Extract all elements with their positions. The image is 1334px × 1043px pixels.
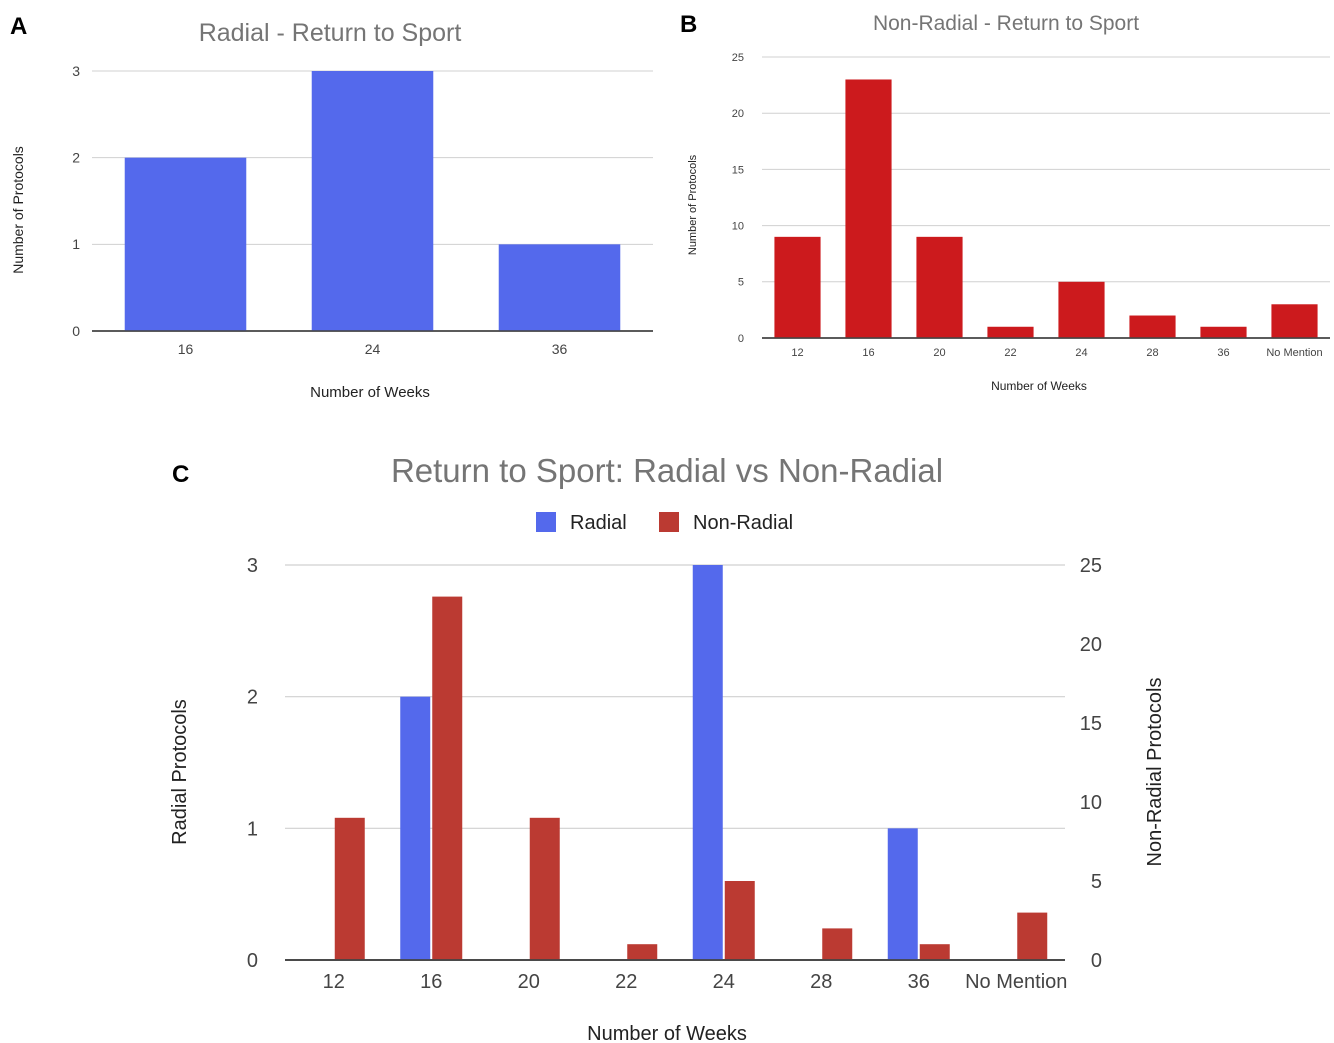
panel-c-y-tick-label-left: 2 bbox=[247, 687, 258, 709]
panel-c-bar-non-radial bbox=[1017, 912, 1048, 960]
panel-c-x-tick-label: 20 bbox=[518, 971, 540, 993]
panel-a-y-tick-label: 2 bbox=[72, 150, 80, 166]
panel-b-y-tick-label: 5 bbox=[738, 277, 744, 289]
panel-c-x-tick-label: 24 bbox=[713, 971, 735, 993]
panel-b: B Non-Radial - Return to Sport Number of… bbox=[680, 11, 1330, 393]
panel-b-bar bbox=[774, 236, 821, 338]
legend-swatch-non-radial bbox=[659, 512, 679, 532]
legend-label-non-radial: Non-Radial bbox=[693, 512, 793, 534]
panel-a-x-axis-label: Number of Weeks bbox=[310, 384, 430, 401]
panel-b-bar bbox=[987, 326, 1034, 338]
panel-a-bar bbox=[124, 157, 247, 331]
panel-a-x-tick-label: 16 bbox=[178, 341, 194, 357]
panel-a-letter: A bbox=[10, 13, 27, 40]
panel-a-x-tick-label: 24 bbox=[365, 341, 381, 357]
panel-a-bar bbox=[498, 244, 621, 331]
panel-c-y-tick-label-right: 0 bbox=[1091, 950, 1102, 972]
panel-c-y-axis-label-right: Non-Radial Protocols bbox=[1144, 678, 1166, 867]
panel-a-y-tick-label: 0 bbox=[72, 323, 80, 339]
panel-c-bar-radial bbox=[887, 828, 918, 960]
panel-b-bar bbox=[916, 236, 963, 338]
panel-b-x-tick-label: 20 bbox=[933, 347, 945, 359]
panel-a-bar bbox=[311, 71, 434, 331]
panel-c-bar-non-radial bbox=[529, 817, 560, 960]
panel-c-x-tick-label: 12 bbox=[323, 971, 345, 993]
legend-swatch-radial bbox=[536, 512, 556, 532]
panel-b-x-tick-label: 36 bbox=[1217, 347, 1229, 359]
panel-c-y-tick-label-right: 15 bbox=[1080, 713, 1102, 735]
panel-c-x-tick-label: 16 bbox=[420, 971, 442, 993]
panel-b-y-tick-label: 25 bbox=[732, 52, 744, 64]
panel-b-x-tick-label: 28 bbox=[1146, 347, 1158, 359]
panel-c-x-tick-label: 36 bbox=[908, 971, 930, 993]
panel-c-bar-radial bbox=[400, 696, 431, 960]
panel-c-y-tick-label-right: 25 bbox=[1080, 555, 1102, 577]
panel-a-y-tick-label: 1 bbox=[72, 236, 80, 252]
panel-c-title: Return to Sport: Radial vs Non-Radial bbox=[391, 452, 943, 489]
panel-b-y-axis-label: Number of Protocols bbox=[687, 154, 699, 255]
panel-b-title: Non-Radial - Return to Sport bbox=[873, 12, 1139, 35]
panel-c: C Return to Sport: Radial vs Non-Radial … bbox=[169, 452, 1166, 1043]
panel-c-y-axis-label-left: Radial Protocols bbox=[169, 699, 191, 845]
panel-b-x-tick-label: 12 bbox=[791, 347, 803, 359]
panel-c-y-tick-label-left: 3 bbox=[247, 555, 258, 577]
panel-a-title: Radial - Return to Sport bbox=[199, 19, 462, 47]
panel-b-bar bbox=[1058, 281, 1105, 338]
panel-c-y-tick-label-left: 1 bbox=[247, 818, 258, 840]
panel-b-y-tick-label: 10 bbox=[732, 220, 744, 232]
panel-c-legend: Radial Non-Radial bbox=[536, 512, 793, 534]
panel-b-bar bbox=[845, 79, 892, 338]
panel-c-bar-non-radial bbox=[822, 928, 853, 960]
panel-b-bar bbox=[1200, 326, 1247, 338]
panel-c-bar-non-radial bbox=[627, 944, 658, 960]
panel-a-x-tick-label: 36 bbox=[552, 341, 568, 357]
panel-c-bar-non-radial bbox=[334, 817, 365, 960]
panel-b-x-tick-label: No Mention bbox=[1266, 347, 1322, 359]
panel-a: A Radial - Return to Sport Number of Pro… bbox=[10, 13, 653, 401]
panel-c-y-tick-label-right: 20 bbox=[1080, 634, 1102, 656]
panel-b-y-tick-label: 20 bbox=[732, 108, 744, 120]
panel-c-y-tick-label-right: 10 bbox=[1080, 792, 1102, 814]
panel-c-bar-radial bbox=[692, 565, 723, 960]
panel-c-y-tick-label-left: 0 bbox=[247, 950, 258, 972]
panel-c-bar-non-radial bbox=[919, 944, 950, 960]
panel-c-y-tick-label-right: 5 bbox=[1091, 871, 1102, 893]
panel-c-x-tick-label: 28 bbox=[810, 971, 832, 993]
panel-a-y-tick-label: 3 bbox=[72, 63, 80, 79]
panel-b-x-axis-label: Number of Weeks bbox=[991, 379, 1087, 393]
panel-b-bar bbox=[1271, 304, 1318, 338]
panel-b-y-tick-label: 0 bbox=[738, 333, 744, 345]
panel-c-x-tick-label: 22 bbox=[615, 971, 637, 993]
panel-c-bar-non-radial bbox=[432, 596, 463, 960]
panel-b-y-tick-label: 15 bbox=[732, 164, 744, 176]
legend-label-radial: Radial bbox=[570, 512, 627, 534]
panel-b-x-tick-label: 24 bbox=[1075, 347, 1087, 359]
panel-b-x-tick-label: 22 bbox=[1004, 347, 1016, 359]
panel-b-x-tick-label: 16 bbox=[862, 347, 874, 359]
panel-c-letter: C bbox=[172, 461, 189, 488]
panel-c-x-axis-label: Number of Weeks bbox=[587, 1023, 747, 1043]
panel-c-x-tick-label: No Mention bbox=[965, 971, 1067, 993]
panel-b-letter: B bbox=[680, 11, 697, 38]
panel-b-bar bbox=[1129, 315, 1176, 338]
panel-a-y-axis-label: Number of Protocols bbox=[10, 146, 26, 274]
panel-c-bar-non-radial bbox=[724, 881, 755, 960]
